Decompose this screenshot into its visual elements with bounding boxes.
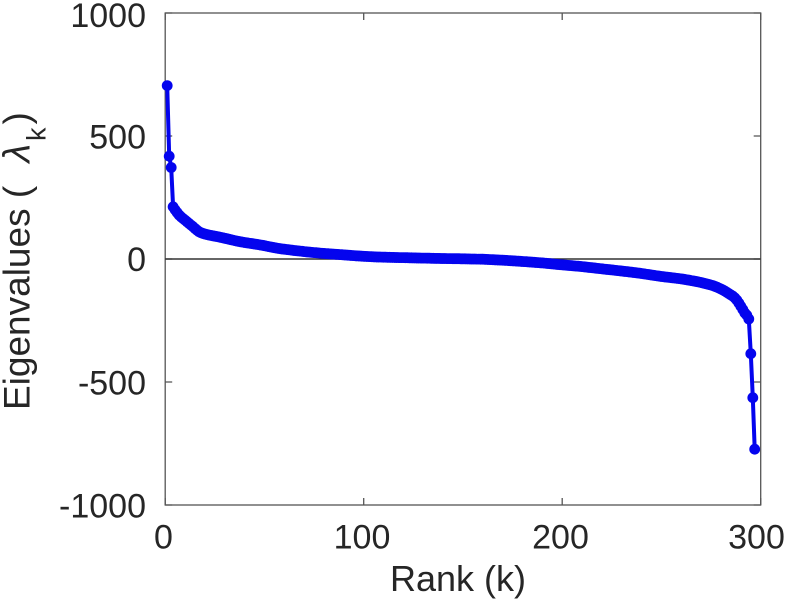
svg-text:0: 0 xyxy=(154,519,173,557)
svg-text:Rank (k): Rank (k) xyxy=(390,558,526,599)
svg-text:1000: 1000 xyxy=(70,0,146,35)
svg-text:k: k xyxy=(22,127,52,141)
svg-text:λ: λ xyxy=(0,144,39,165)
svg-text:100: 100 xyxy=(334,519,391,557)
svg-text:0: 0 xyxy=(127,241,146,279)
svg-text:): ) xyxy=(0,112,38,124)
svg-text:500: 500 xyxy=(89,119,146,157)
svg-text:Eigenvalues (: Eigenvalues ( xyxy=(0,185,38,410)
svg-text:200: 200 xyxy=(532,519,589,557)
svg-text:-1000: -1000 xyxy=(59,488,146,526)
svg-text:300: 300 xyxy=(728,519,785,557)
svg-text:-500: -500 xyxy=(78,365,146,403)
